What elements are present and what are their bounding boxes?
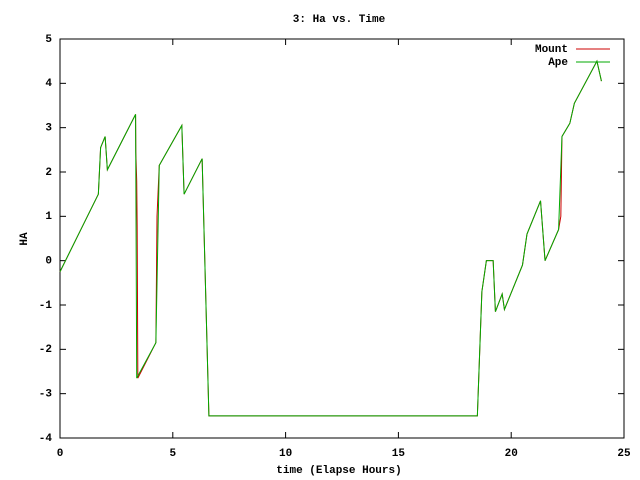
y-tick-label: -3 [39,389,53,401]
legend-label: Ape [548,57,568,69]
y-tick-label: 3 [45,123,52,135]
y-tick-label: 2 [45,167,52,179]
x-axis-label: time (Elapse Hours) [276,465,401,477]
y-tick-label: 4 [45,78,52,90]
x-tick-label: 5 [169,448,176,460]
y-tick-label: 5 [45,34,52,46]
plot-border [59,38,625,439]
y-tick-label: -4 [39,433,53,445]
y-tick-label: -1 [39,300,53,312]
series-line [59,59,602,417]
x-tick-label: 20 [505,448,518,460]
y-axis-label: HA [19,232,31,246]
y-tick-label: 1 [45,211,52,223]
legend-label: Mount [535,44,568,56]
y-tick-label: -2 [39,344,52,356]
chart-title: 3: Ha vs. Time [293,14,386,26]
x-tick-label: 15 [392,448,406,460]
x-tick-label: 0 [57,448,64,460]
x-tick-label: 10 [279,448,292,460]
y-tick-label: 0 [45,256,52,268]
x-tick-label: 25 [617,448,631,460]
series-line [59,59,602,417]
